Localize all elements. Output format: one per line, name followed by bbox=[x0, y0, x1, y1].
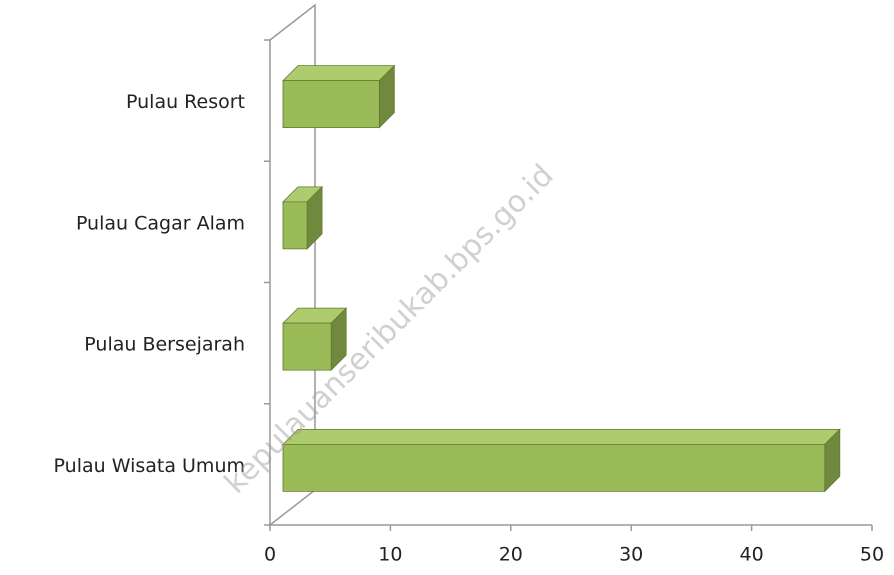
x-tick-label: 20 bbox=[499, 544, 523, 566]
bar-top bbox=[282, 65, 396, 82]
x-tick-label: 30 bbox=[619, 544, 643, 566]
bar bbox=[282, 64, 396, 129]
x-tick-label: 10 bbox=[378, 544, 402, 566]
x-tick-label: 0 bbox=[264, 544, 276, 566]
bar-front bbox=[282, 80, 380, 129]
bar-top bbox=[282, 428, 841, 445]
bar bbox=[282, 428, 841, 493]
bar-front bbox=[282, 201, 308, 250]
bar bbox=[282, 185, 324, 250]
bar bbox=[282, 307, 348, 372]
bar-front bbox=[282, 322, 332, 371]
y-tick-label: Pulau Bersejarah bbox=[84, 334, 245, 356]
y-tick-label: Pulau Cagar Alam bbox=[76, 212, 245, 234]
y-tick-label: Pulau Resort bbox=[126, 91, 245, 113]
x-tick-label: 40 bbox=[740, 544, 764, 566]
y-tick-label: Pulau Wisata Umum bbox=[54, 455, 245, 477]
bar-front bbox=[282, 443, 826, 492]
x-tick-label: 50 bbox=[860, 544, 884, 566]
